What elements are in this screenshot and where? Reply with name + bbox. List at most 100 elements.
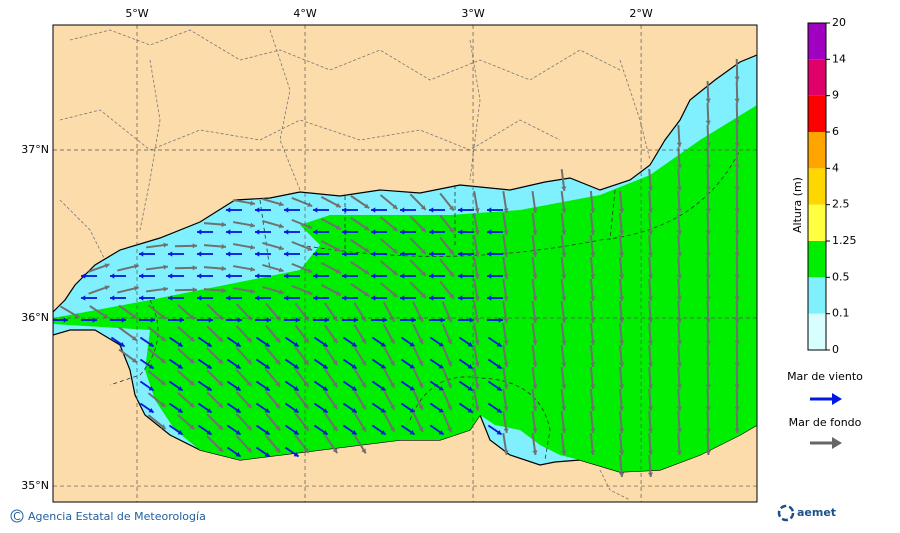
arrow-head xyxy=(474,252,480,257)
colorbar-segment xyxy=(808,23,826,60)
arrow-head xyxy=(246,381,252,387)
arrow xyxy=(560,190,567,214)
arrow-head xyxy=(734,164,740,169)
arrow xyxy=(294,390,310,410)
arrow xyxy=(734,388,740,412)
colorbar-segment xyxy=(808,277,826,314)
arrow-head xyxy=(619,274,625,279)
arrow-head xyxy=(217,314,223,320)
arrow-head xyxy=(303,359,309,365)
arrow xyxy=(168,336,184,348)
arrow-head xyxy=(189,314,195,320)
arrow-head xyxy=(400,251,405,257)
arrow xyxy=(439,192,455,212)
arrow xyxy=(734,124,740,148)
arrow xyxy=(647,388,654,412)
arrow-head xyxy=(458,229,463,235)
arrow-head xyxy=(264,385,270,391)
arrow-head xyxy=(676,384,682,389)
arrow xyxy=(323,434,339,454)
arrow xyxy=(441,389,453,411)
arrow-head xyxy=(189,424,195,430)
colorbar-segment xyxy=(808,313,826,350)
arrow xyxy=(531,344,538,368)
arrow-head xyxy=(206,363,212,369)
arrow xyxy=(168,424,184,436)
arrow-head xyxy=(561,340,567,345)
arrow-head xyxy=(458,273,463,279)
arrow xyxy=(487,402,503,414)
arrow xyxy=(284,336,300,348)
arrow xyxy=(676,124,682,148)
arrow xyxy=(705,190,711,214)
arrow-head xyxy=(335,202,341,208)
arrow xyxy=(429,424,445,436)
arrow-head xyxy=(389,338,395,344)
arrow-head xyxy=(293,363,299,369)
arrow xyxy=(502,300,509,324)
arrow-head xyxy=(322,363,328,369)
lon-label: 3°W xyxy=(461,7,484,20)
arrow-head xyxy=(438,385,444,391)
arrow xyxy=(647,322,654,346)
legend-wind-sea: Mar de viento xyxy=(787,370,863,383)
arrow xyxy=(168,317,184,323)
arrow-head xyxy=(189,358,195,364)
arrow xyxy=(313,229,329,235)
arrow-head xyxy=(246,337,252,343)
arrow xyxy=(734,190,740,214)
arrow-head xyxy=(705,450,711,455)
copyright-icon xyxy=(10,509,24,523)
map xyxy=(53,25,757,502)
arrow xyxy=(531,388,538,412)
arrow-head xyxy=(449,249,454,255)
arrow xyxy=(371,424,387,436)
arrow xyxy=(441,411,453,433)
arrow-head xyxy=(235,407,241,413)
arrow-head xyxy=(676,340,682,345)
arrow-head xyxy=(418,338,424,344)
arrow-head xyxy=(392,226,398,232)
arrow-head xyxy=(351,407,357,413)
arrow-head xyxy=(226,207,231,213)
arrow-head xyxy=(364,269,370,275)
arrow xyxy=(502,234,509,258)
arrow xyxy=(342,295,358,301)
arrow-head xyxy=(275,337,281,343)
arrow-head xyxy=(221,287,226,294)
arrow xyxy=(531,212,538,236)
arrow-head xyxy=(163,264,168,270)
arrow xyxy=(429,402,445,414)
arrow-head xyxy=(458,207,463,213)
arrow-head xyxy=(266,317,271,323)
arrow-head xyxy=(351,341,357,347)
arrow-head xyxy=(532,340,538,345)
arrow-head xyxy=(284,229,289,235)
arrow xyxy=(226,446,242,458)
arrow xyxy=(647,256,654,280)
arrow-head xyxy=(449,227,454,233)
arrow-head xyxy=(705,274,711,279)
arrow xyxy=(255,251,271,257)
lon-label: 2°W xyxy=(629,7,652,20)
arrow xyxy=(458,229,474,235)
arrow xyxy=(320,283,342,297)
arrow-head xyxy=(561,208,567,213)
arrow xyxy=(705,102,711,126)
arrow xyxy=(262,219,284,229)
arrow-head xyxy=(647,208,654,213)
arrow xyxy=(589,300,596,324)
arrow-head xyxy=(293,407,299,413)
arrow-head xyxy=(705,318,711,323)
arrow-head xyxy=(139,295,144,301)
arrow xyxy=(429,207,445,213)
arrow-head xyxy=(255,207,260,213)
arrow xyxy=(371,207,387,213)
arrow xyxy=(589,234,596,258)
arrow xyxy=(262,241,284,251)
arrow-head xyxy=(561,318,567,323)
arrow xyxy=(255,446,271,458)
arrow xyxy=(619,300,625,324)
arrow xyxy=(203,265,227,272)
arrow-head xyxy=(590,318,596,323)
